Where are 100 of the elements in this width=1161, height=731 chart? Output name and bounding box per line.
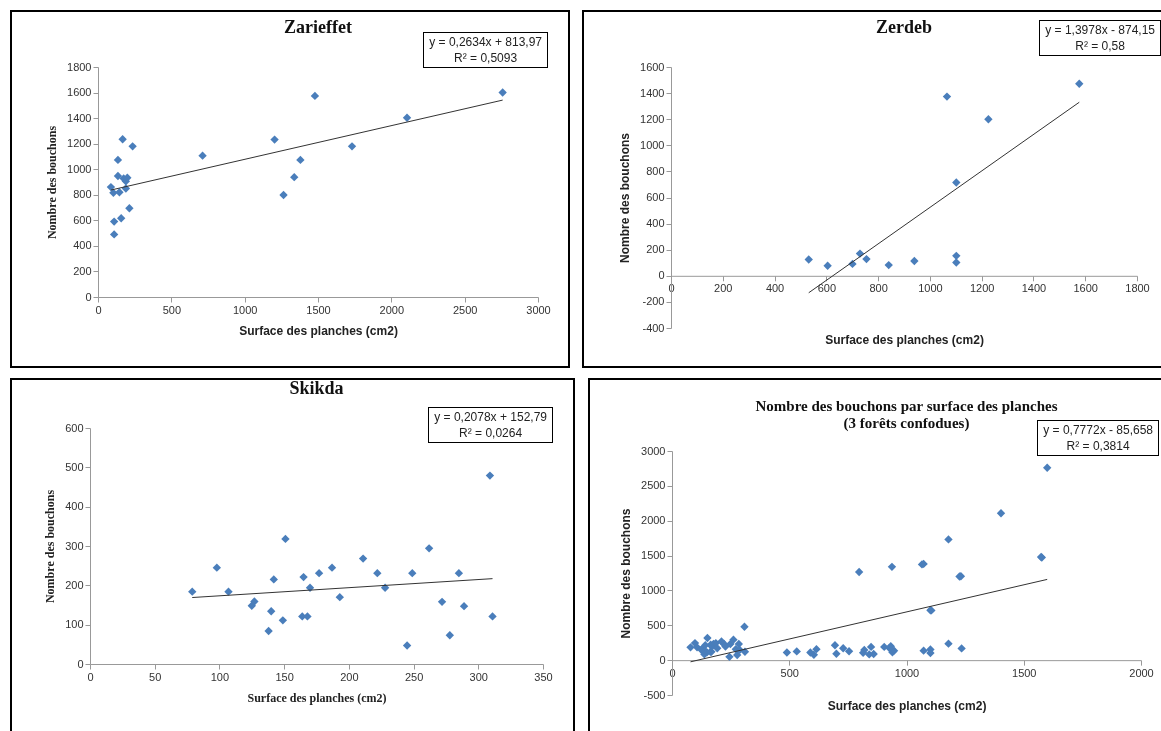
y-tick-label: 3000 <box>641 444 666 457</box>
point <box>454 568 464 578</box>
x-tick-label: 50 <box>149 670 162 683</box>
point <box>488 612 497 621</box>
text: R² = 0,5093 <box>453 50 519 66</box>
y-tick-label: 1600 <box>640 60 665 73</box>
point <box>269 575 278 584</box>
x-tick-label: 1800 <box>1125 282 1150 295</box>
y-tick-label: 1400 <box>640 86 665 99</box>
point <box>188 587 197 596</box>
point <box>952 178 961 187</box>
y-tick-label: 1600 <box>67 86 92 99</box>
y-tick-label: 400 <box>646 217 665 230</box>
y-tick-label: 1500 <box>641 549 666 562</box>
point <box>128 142 137 151</box>
x-tick-label: 2000 <box>1129 666 1154 679</box>
annotation: R² = 0,3814 <box>1065 438 1131 454</box>
point <box>310 91 320 101</box>
point <box>1075 79 1084 88</box>
point <box>198 151 207 160</box>
y-tick-label: 600 <box>73 213 92 226</box>
point <box>952 258 961 267</box>
x-tick-label: 200 <box>340 670 359 683</box>
y-tick-label: 600 <box>65 421 84 434</box>
point <box>290 172 299 182</box>
y-axis-title: Nombre des bouchons <box>618 132 633 264</box>
x-tick-label: 300 <box>469 670 488 683</box>
x-tick-label: 250 <box>404 670 424 683</box>
y-axis-title: Nombre des bouchons <box>43 489 58 604</box>
y-axis-title: Nombre des bouchons <box>45 125 60 240</box>
x-tick-label: 1500 <box>306 303 331 316</box>
x-tick-label: 500 <box>780 666 799 679</box>
point <box>408 568 417 578</box>
annotation: R² = 0,0264 <box>458 425 524 441</box>
point <box>212 563 222 572</box>
x-tick-label: 150 <box>275 670 294 683</box>
point <box>804 255 813 264</box>
y-tick-label: 500 <box>65 460 84 473</box>
y-tick-label: 0 <box>659 653 666 666</box>
y-tick-label: 0 <box>85 290 92 303</box>
point <box>299 572 308 582</box>
point <box>125 204 134 213</box>
y-tick-label: 2000 <box>641 514 666 527</box>
x-tick-label: 1500 <box>1012 666 1037 679</box>
y-tick-label: 800 <box>73 188 92 201</box>
y-tick-label: 1000 <box>640 138 665 151</box>
y-tick-label: 0 <box>658 269 665 282</box>
y-tick-label: 2500 <box>641 479 666 492</box>
y-tick-label: -400 <box>642 321 665 334</box>
point <box>459 602 469 611</box>
point <box>823 261 832 270</box>
point <box>437 597 447 607</box>
point <box>264 626 273 636</box>
x-tick-label: 0 <box>95 303 102 316</box>
point <box>296 155 305 165</box>
y-tick-label: 200 <box>73 264 92 277</box>
point <box>424 544 434 553</box>
chart-title: Nombre des bouchons par surface des planches <box>755 398 1058 414</box>
point <box>314 568 324 578</box>
point <box>952 251 961 261</box>
y-tick-label: 1400 <box>67 111 92 124</box>
point <box>358 554 368 563</box>
point <box>373 568 382 578</box>
point <box>498 88 507 97</box>
y-tick-label: 200 <box>646 243 665 256</box>
x-tick-label: 1000 <box>894 666 920 679</box>
point <box>335 592 344 602</box>
x-axis-title: Surface des planches (cm2) <box>827 699 987 714</box>
point <box>116 214 126 223</box>
x-tick-label: 400 <box>765 282 785 295</box>
chart-title: Skikda <box>289 378 344 398</box>
point <box>106 182 116 192</box>
y-tick-label: 1200 <box>67 137 92 150</box>
x-tick-label: 2500 <box>452 303 478 316</box>
x-tick-label: 1400 <box>1021 282 1047 295</box>
point <box>347 142 357 151</box>
y-tick-label: -200 <box>642 295 665 308</box>
y-tick-label: 500 <box>647 618 666 631</box>
x-tick-label: 3000 <box>526 303 551 316</box>
point <box>984 115 993 124</box>
x-axis-title: Surface des planches (cm2) <box>825 332 984 347</box>
point <box>113 171 123 181</box>
point <box>402 113 412 122</box>
y-tick-label: 800 <box>646 164 665 177</box>
text: y = 0,2634x + 813,97 <box>429 34 542 50</box>
point <box>884 260 893 270</box>
y-tick-label: 400 <box>73 239 92 252</box>
point <box>910 256 919 266</box>
y-tick-label: 600 <box>646 191 665 203</box>
x-tick-label: 1600 <box>1073 282 1098 295</box>
x-tick-label: 600 <box>817 282 837 295</box>
point <box>327 563 337 572</box>
point <box>109 230 119 239</box>
y-tick-label: 1000 <box>641 583 666 596</box>
x-axis-title: Surface des planches (cm2) <box>247 690 387 705</box>
y-tick-label: 0 <box>77 657 84 670</box>
x-tick-label: 1000 <box>918 282 943 295</box>
y-tick-label: 100 <box>65 618 84 631</box>
y-tick-label: 1200 <box>640 112 665 125</box>
point <box>109 217 119 226</box>
